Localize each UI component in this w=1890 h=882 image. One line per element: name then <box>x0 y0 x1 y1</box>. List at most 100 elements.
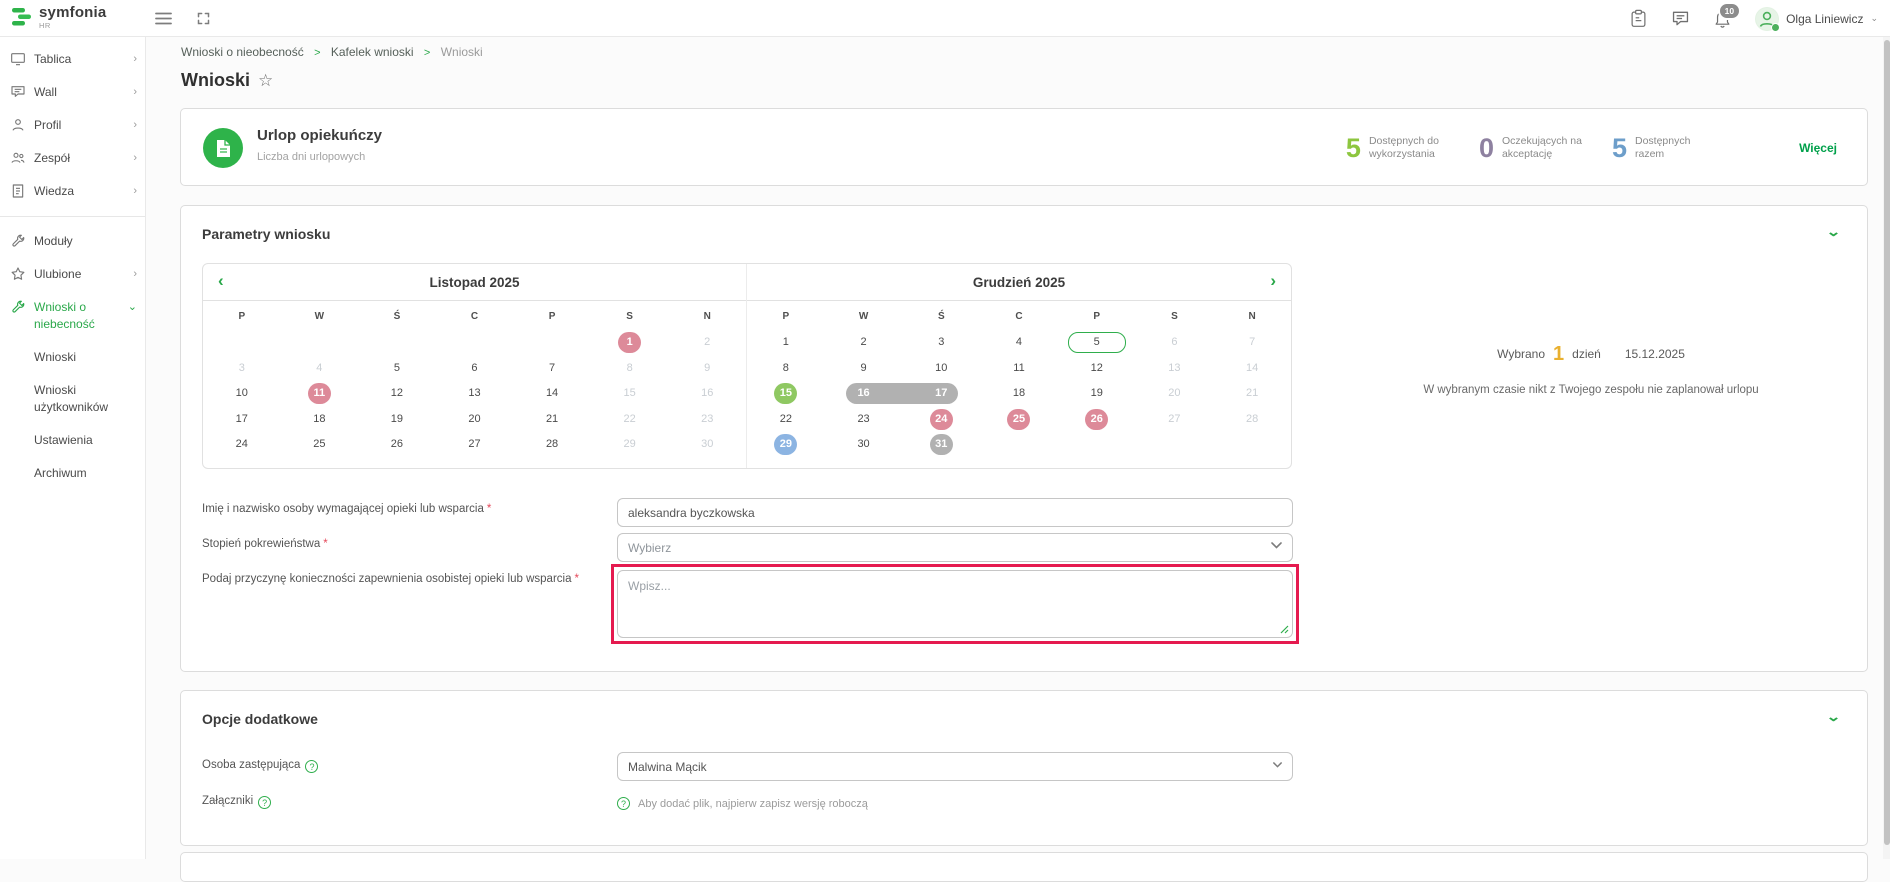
sidebar-item-profil[interactable]: Profil› <box>0 109 145 142</box>
calendar-day[interactable]: 30 <box>668 432 746 458</box>
calendar-day[interactable]: 27 <box>436 432 514 458</box>
calendar-day[interactable]: 4 <box>980 330 1058 356</box>
collapse-chevron-icon[interactable]: ⌄ <box>1826 224 1841 240</box>
kinship-select[interactable]: Wybierz <box>617 533 1293 562</box>
calendar-day[interactable]: 3 <box>203 356 281 382</box>
help-icon[interactable]: ? <box>305 760 318 773</box>
calendar-day[interactable]: 7 <box>513 356 591 382</box>
calendar-day[interactable]: 24 <box>902 407 980 433</box>
sidebar-item-wall[interactable]: Wall› <box>0 76 145 109</box>
calendar-day[interactable]: 19 <box>1058 381 1136 407</box>
notifications-bell-icon[interactable]: 10 <box>1714 9 1731 28</box>
sidebar-subitem-wnioski-uzytkownikow[interactable]: Wnioski użytkowników <box>0 374 145 424</box>
calendar-day[interactable]: 28 <box>513 432 591 458</box>
calendar-day[interactable]: 30 <box>825 432 903 458</box>
calendar-day[interactable]: 22 <box>591 407 669 433</box>
caree-name-input[interactable] <box>617 498 1293 527</box>
calendar-day[interactable]: 10 <box>203 381 281 407</box>
favorite-star-icon[interactable]: ☆ <box>258 72 273 89</box>
calendar-day[interactable]: 16 <box>668 381 746 407</box>
calendar-day[interactable]: 13 <box>436 381 514 407</box>
calendar-day[interactable]: 6 <box>1136 330 1214 356</box>
calendar-day[interactable]: 6 <box>436 356 514 382</box>
calendar-day[interactable]: 2 <box>668 330 746 356</box>
calendar-prev-month-icon[interactable]: ‹ <box>218 272 224 289</box>
sidebar-item-wnioski-o-niebecnosc[interactable]: Wnioski o niebecność⌄ <box>0 291 145 341</box>
vertical-scrollbar[interactable] <box>1883 37 1890 859</box>
calendar-day[interactable]: 1 <box>591 330 669 356</box>
breadcrumb-item[interactable]: Wnioski o nieobecność <box>181 45 304 59</box>
calendar-day[interactable]: 25 <box>281 432 359 458</box>
hamburger-menu-icon[interactable] <box>155 0 172 37</box>
calendar-day[interactable]: 18 <box>980 381 1058 407</box>
calendar-day[interactable]: 13 <box>1136 356 1214 382</box>
calendar-day[interactable]: 15 <box>591 381 669 407</box>
calendar-day[interactable]: 16 <box>825 381 903 407</box>
calendar-next-month-icon[interactable]: › <box>1270 272 1276 289</box>
calendar-day[interactable]: 8 <box>747 356 825 382</box>
clipboard-icon[interactable] <box>1630 9 1647 28</box>
calendar-day[interactable]: 5 <box>358 356 436 382</box>
calendar-day[interactable]: 5 <box>1058 330 1136 356</box>
calendar-day[interactable]: 29 <box>591 432 669 458</box>
calendar-day[interactable]: 24 <box>203 432 281 458</box>
calendar-day[interactable]: 11 <box>281 381 359 407</box>
sidebar-subitem-archiwum[interactable]: Archiwum <box>0 457 145 490</box>
user-menu[interactable]: Olga Liniewicz ⌄ <box>1755 7 1878 31</box>
calendar-day[interactable]: 12 <box>358 381 436 407</box>
calendar-day[interactable]: 21 <box>513 407 591 433</box>
collapse-chevron-icon[interactable]: ⌄ <box>1826 709 1841 725</box>
calendar-day[interactable]: 22 <box>747 407 825 433</box>
sidebar-item-wiedza[interactable]: Wiedza› <box>0 175 145 208</box>
messages-icon[interactable] <box>1671 10 1690 27</box>
calendar-day[interactable]: 20 <box>436 407 514 433</box>
team-icon <box>10 150 26 166</box>
calendar-day[interactable]: 26 <box>358 432 436 458</box>
sidebar-item-zespol[interactable]: Zespół› <box>0 142 145 175</box>
sidebar-item-tablica[interactable]: Tablica› <box>0 43 145 76</box>
calendar-day[interactable]: 1 <box>747 330 825 356</box>
calendar-day[interactable]: 21 <box>1213 381 1291 407</box>
breadcrumb-item[interactable]: Kafelek wnioski <box>331 45 414 59</box>
calendar-day[interactable]: 18 <box>281 407 359 433</box>
weekday-label: W <box>825 304 903 330</box>
calendar-day[interactable]: 26 <box>1058 407 1136 433</box>
sidebar-subitem-wnioski[interactable]: Wnioski <box>0 341 145 374</box>
reason-textarea[interactable] <box>617 570 1293 638</box>
calendar-day[interactable]: 3 <box>902 330 980 356</box>
calendar-day[interactable]: 17 <box>203 407 281 433</box>
calendar-day[interactable]: 7 <box>1213 330 1291 356</box>
calendar-day[interactable]: 25 <box>980 407 1058 433</box>
calendar-day[interactable]: 28 <box>1213 407 1291 433</box>
calendar-day[interactable]: 23 <box>668 407 746 433</box>
calendar-day[interactable]: 14 <box>513 381 591 407</box>
scrollbar-thumb[interactable] <box>1884 40 1890 845</box>
calendar-day[interactable]: 14 <box>1213 356 1291 382</box>
calendar-day[interactable]: 11 <box>980 356 1058 382</box>
sidebar-item-ulubione[interactable]: Ulubione› <box>0 258 145 291</box>
topbar: symfonia HR 10 <box>0 0 1890 37</box>
calendar-day[interactable]: 2 <box>825 330 903 356</box>
fullscreen-icon[interactable] <box>196 0 211 37</box>
app-logo[interactable]: symfonia HR <box>10 5 106 30</box>
calendar-day[interactable]: 9 <box>825 356 903 382</box>
help-icon[interactable]: ? <box>258 796 271 809</box>
calendar-day[interactable]: 29 <box>747 432 825 458</box>
leave-type-icon <box>203 128 243 168</box>
substitute-select[interactable]: Malwina Mącik <box>617 752 1293 781</box>
calendar-day[interactable]: 10 <box>902 356 980 382</box>
calendar-day[interactable]: 27 <box>1136 407 1214 433</box>
calendar-day[interactable]: 23 <box>825 407 903 433</box>
sidebar-subitem-ustawienia[interactable]: Ustawienia <box>0 424 145 457</box>
sidebar-item-moduly[interactable]: Moduły <box>0 225 145 258</box>
calendar-day[interactable]: 20 <box>1136 381 1214 407</box>
calendar-day[interactable]: 31 <box>902 432 980 458</box>
calendar-day[interactable]: 8 <box>591 356 669 382</box>
calendar-day[interactable]: 9 <box>668 356 746 382</box>
calendar-day[interactable]: 4 <box>281 356 359 382</box>
calendar-day[interactable]: 12 <box>1058 356 1136 382</box>
more-link[interactable]: Więcej <box>1799 141 1837 155</box>
calendar-day[interactable]: 17 <box>902 381 980 407</box>
calendar-day[interactable]: 19 <box>358 407 436 433</box>
calendar-day[interactable]: 15 <box>747 381 825 407</box>
